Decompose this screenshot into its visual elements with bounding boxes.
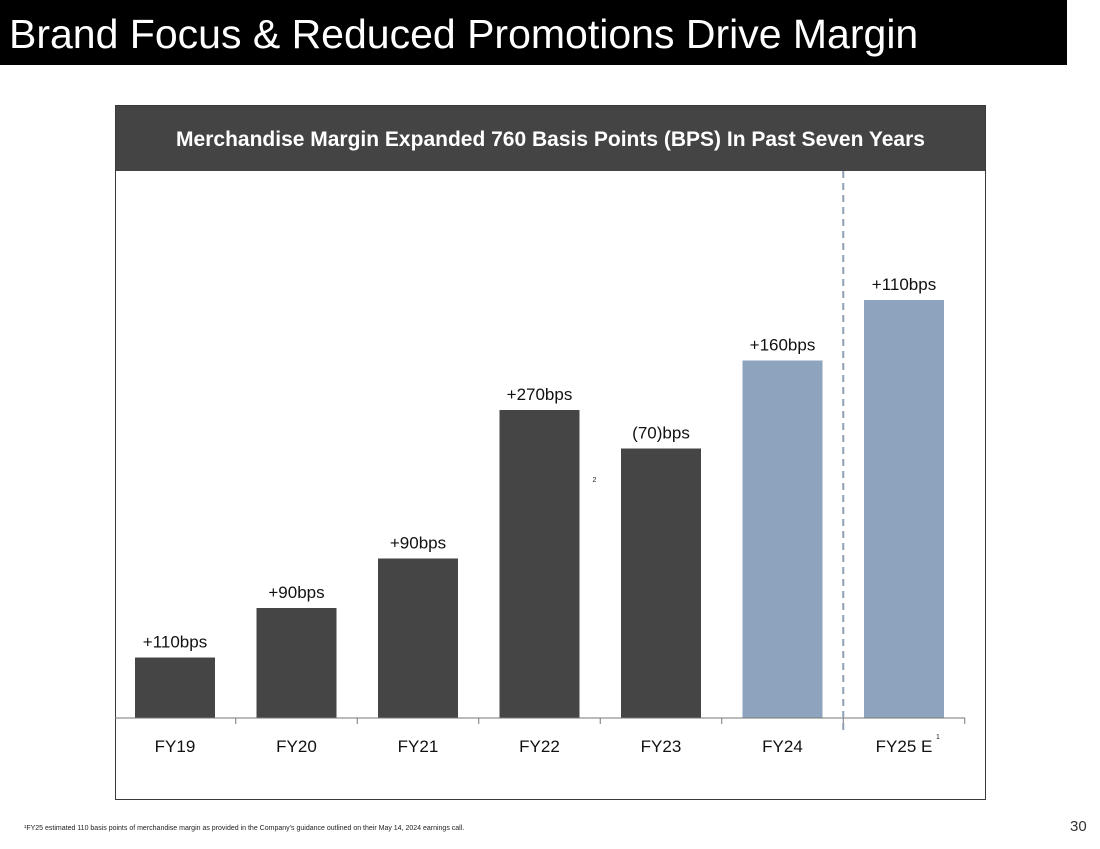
data-label-fy21: +90bps	[390, 534, 446, 553]
footnote-mark-fy22: 2	[593, 477, 597, 484]
tick-label-fy19: FY19	[155, 737, 196, 756]
chart-title: Merchandise Margin Expanded 760 Basis Po…	[116, 106, 985, 171]
bar-fy21	[378, 558, 458, 718]
tick-label-fy24: FY24	[762, 737, 803, 756]
tick-label-fy25-e: FY25 E	[876, 737, 933, 756]
bar-fy24	[742, 360, 823, 718]
bar-fy19	[135, 657, 215, 718]
footnote: ¹FY25 estimated 110 basis points of merc…	[24, 825, 465, 832]
bar-fy22	[499, 410, 580, 718]
tick-label-fy23: FY23	[641, 737, 682, 756]
bar-fy25-e	[864, 300, 944, 718]
data-label-fy22: +270bps	[507, 385, 573, 404]
data-label-fy20: +90bps	[268, 583, 324, 602]
data-label-fy25-e: +110bps	[872, 275, 936, 294]
data-label-fy24: +160bps	[750, 336, 816, 355]
tick-label-fy21: FY21	[398, 737, 439, 756]
bar-fy20	[256, 608, 337, 718]
tick-label-fy22: FY22	[519, 737, 560, 756]
page-number: 30	[1070, 818, 1087, 835]
bar-fy23	[621, 448, 701, 718]
tick-label-fy20: FY20	[276, 737, 317, 756]
bar-chart: +110bps FY19 +90bps FY20 +90bps FY21 +270bps FY…	[115, 171, 966, 756]
footnote-mark-fy25-e: 1	[936, 734, 940, 741]
data-label-fy23: (70)bps	[632, 424, 690, 443]
data-label-fy19: +110bps	[143, 633, 207, 652]
slide-title: Brand Focus & Reduced Promotions Drive M…	[0, 0, 1067, 65]
